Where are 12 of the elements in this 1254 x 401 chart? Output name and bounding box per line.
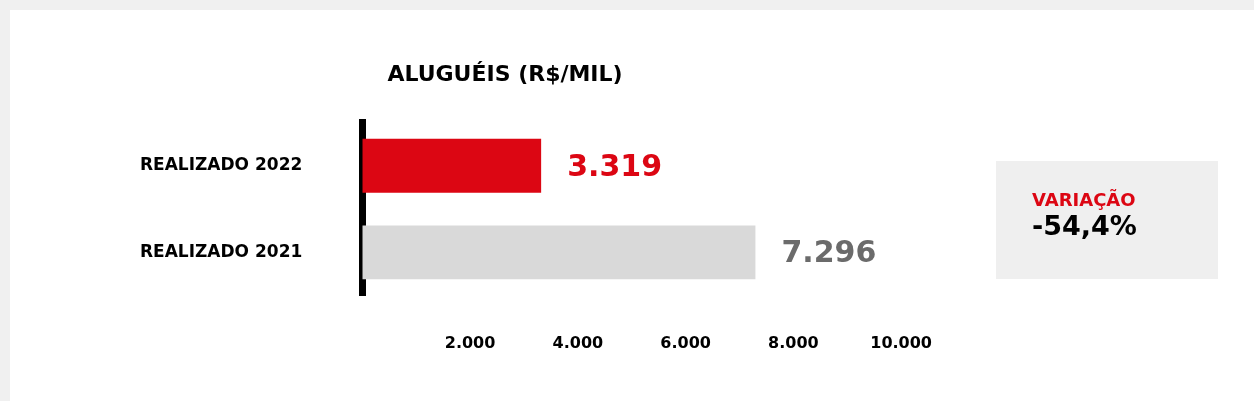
y-tick-label: REALIZADO 2022 [140,154,303,175]
chart-title: ALUGUÉIS (R$/MIL) [387,60,623,86]
text: VARIAÇÃO [1032,189,1137,210]
x-tick-label: 6.000 [660,332,711,352]
data-label: 7.296 [781,234,877,270]
data-label: 3.319 [567,147,663,183]
y-tick-label: REALIZADO 2021 [140,240,303,261]
x-tick-label: 4.000 [552,332,604,352]
x-tick-label: 2.000 [444,332,496,352]
x-tick-label: 10.000 [870,332,932,352]
x-tick-label: 8.000 [768,332,819,352]
text: -54,4% [1032,210,1138,241]
